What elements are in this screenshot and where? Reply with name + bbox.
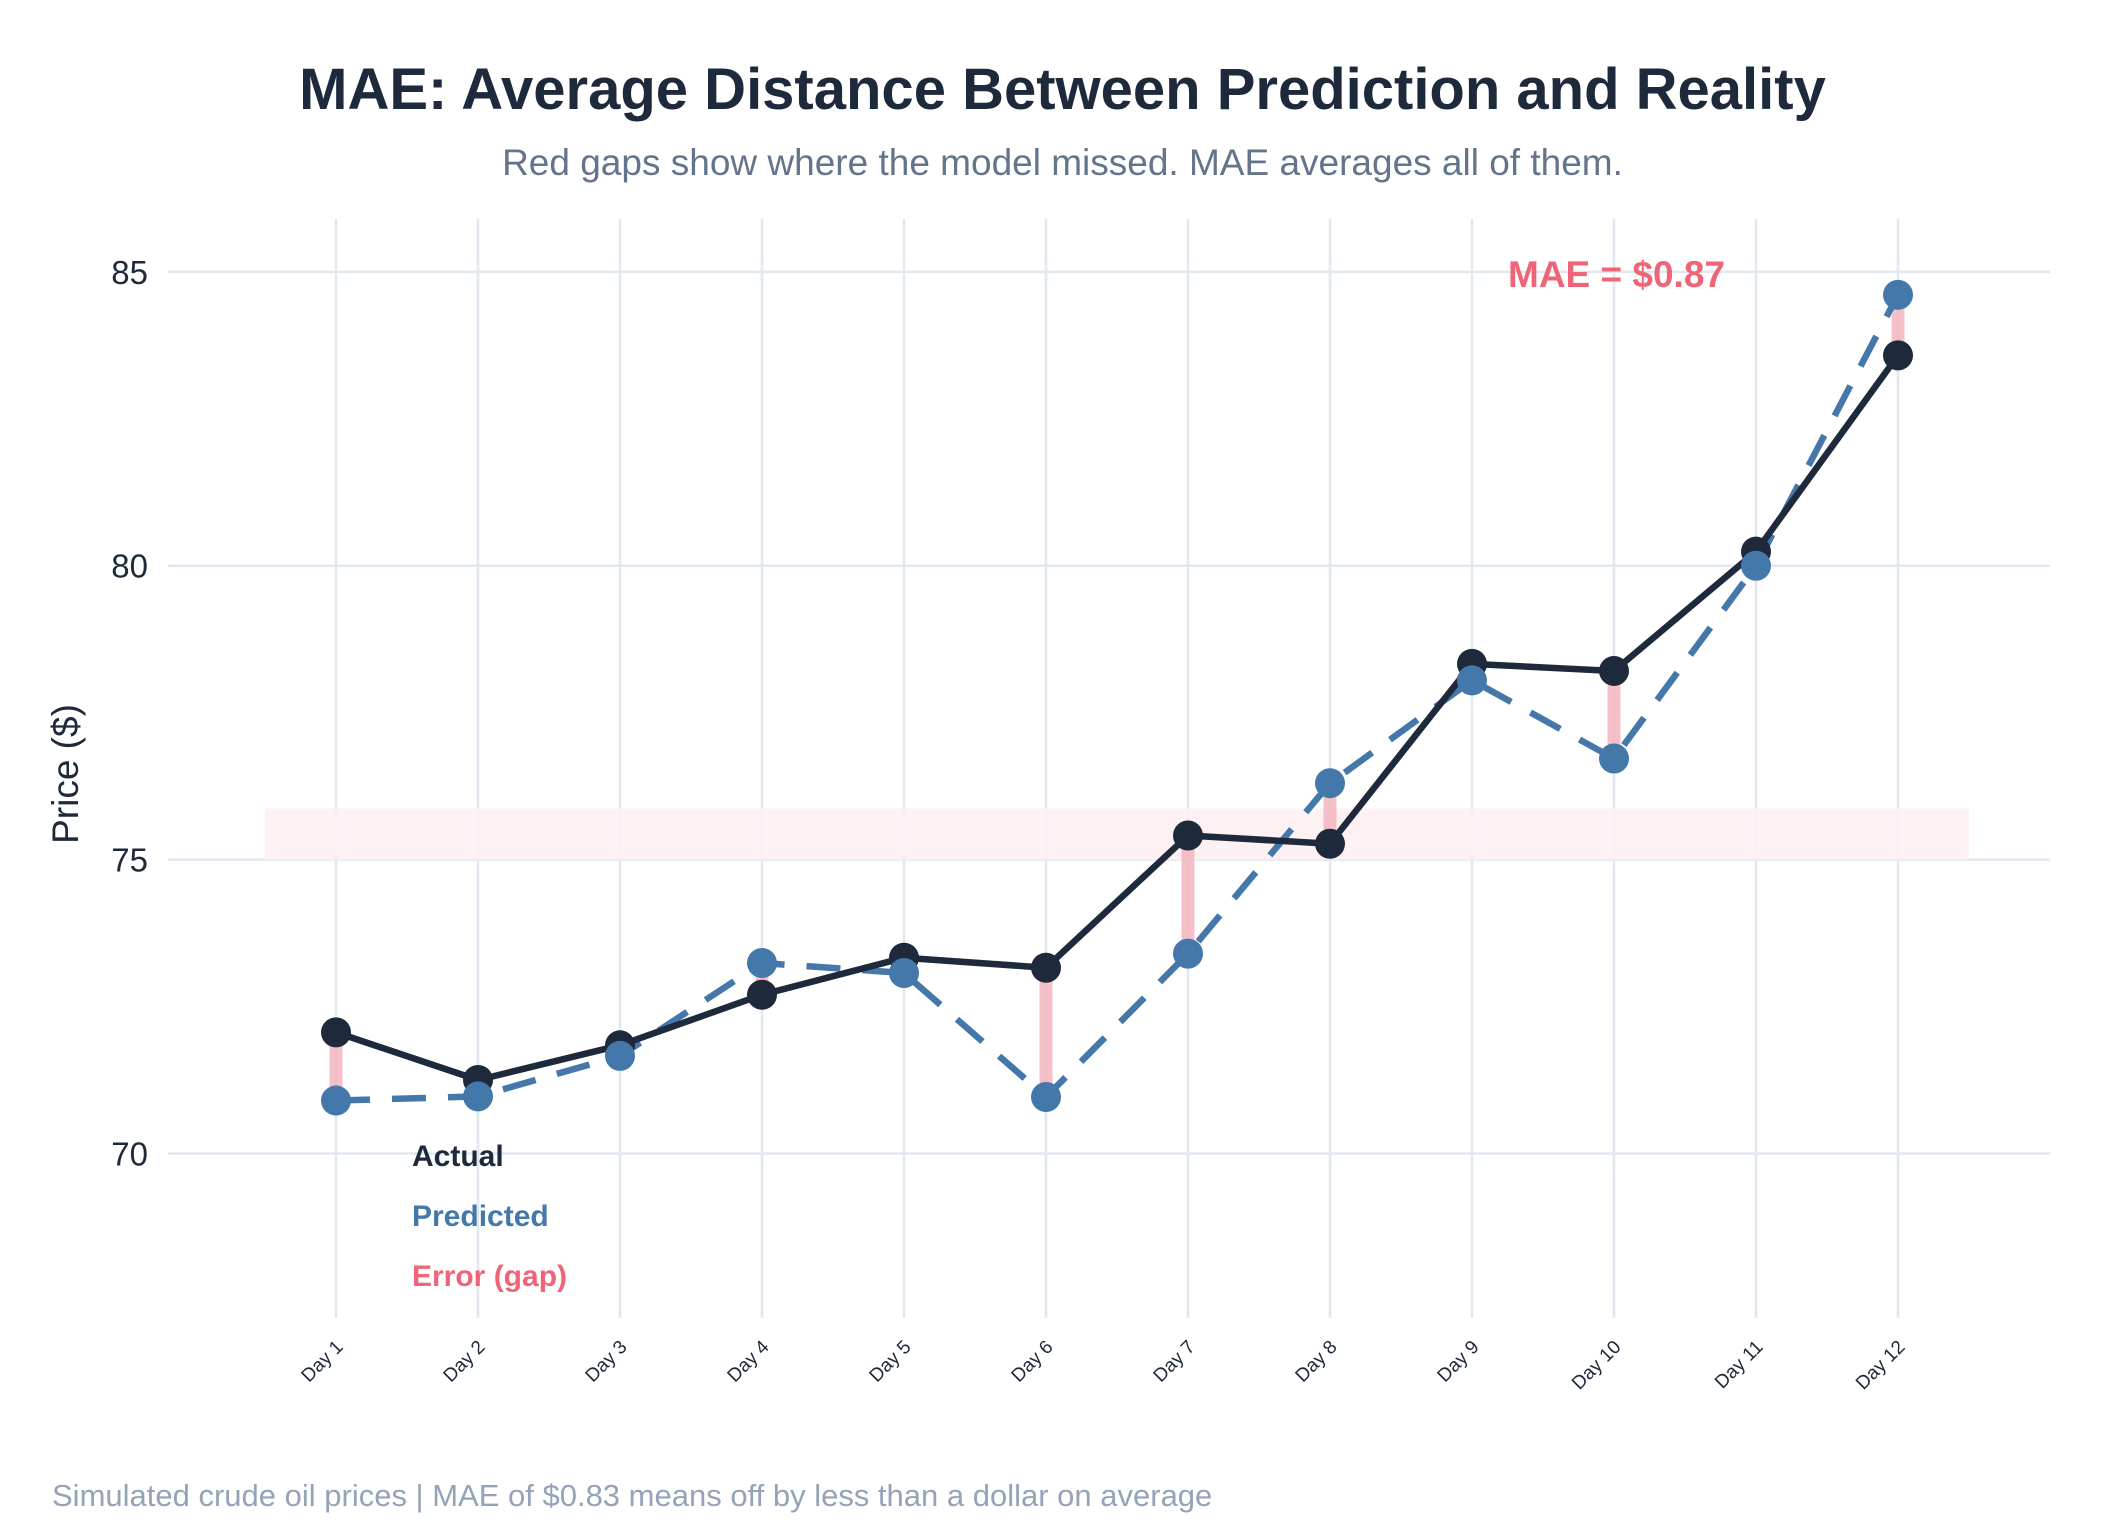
predicted-point — [1599, 743, 1629, 774]
y-axis: 70 75 80 85 — [111, 254, 148, 1173]
actual-point — [1883, 340, 1913, 371]
predicted-point — [321, 1085, 351, 1116]
y-axis-label: Price ($) — [45, 704, 86, 844]
predicted-point — [1315, 768, 1345, 799]
legend-entry: Error (gap) — [412, 1260, 567, 1293]
y-tick-label: 75 — [111, 842, 148, 879]
predicted-point — [1173, 938, 1203, 969]
x-tick-label: Day 6 — [1008, 1337, 1058, 1387]
x-tick-label: Day 1 — [298, 1337, 348, 1387]
chart-title: MAE: Average Distance Between Prediction… — [299, 57, 1826, 122]
actual-point — [321, 1017, 351, 1048]
predicted-line — [335, 293, 1901, 1104]
x-tick-label: Day 4 — [724, 1336, 774, 1386]
actual-point — [747, 979, 777, 1010]
x-tick-label: Day 10 — [1568, 1337, 1625, 1394]
x-tick-label: Day 11 — [1711, 1337, 1767, 1393]
predicted-point — [1883, 279, 1913, 310]
x-tick-label: Day 2 — [440, 1337, 490, 1387]
chart-subtitle: Red gaps show where the model missed. MA… — [502, 142, 1623, 183]
x-tick-label: Day 12 — [1852, 1337, 1909, 1394]
x-axis: Day 1 Day 2 Day 3 Day 4 Day 5 Day 6 Day 7 Day 8… — [298, 1336, 1910, 1394]
footnote: Simulated crude oil prices | MAE of $0.8… — [52, 1478, 1213, 1513]
predicted-point — [1031, 1082, 1061, 1113]
x-tick-label: Day 5 — [866, 1337, 916, 1387]
predicted-point — [747, 948, 777, 979]
y-tick-label: 85 — [111, 254, 148, 291]
actual-line — [334, 353, 1901, 1084]
predicted-point — [1457, 665, 1487, 696]
legend-entry: Actual — [412, 1140, 504, 1173]
x-tick-label: Day 3 — [582, 1337, 632, 1387]
legend-entry: Predicted — [412, 1200, 549, 1233]
predicted-point — [1741, 550, 1771, 581]
mae-band-rect — [265, 808, 1969, 860]
actual-point — [1599, 655, 1629, 686]
actual-point — [1173, 820, 1203, 851]
mae-band — [265, 808, 1969, 860]
predicted-point — [605, 1040, 635, 1071]
predicted-point — [889, 958, 919, 989]
y-tick-label: 80 — [111, 548, 148, 585]
series-lines — [334, 293, 1901, 1104]
actual-point — [1031, 952, 1061, 983]
actual-point — [1315, 828, 1345, 859]
legend: Actual Predicted Error (gap) — [412, 1140, 567, 1293]
x-tick-label: Day 8 — [1292, 1337, 1342, 1387]
data-points — [321, 279, 1913, 1116]
y-tick-label: 70 — [111, 1135, 148, 1172]
predicted-point — [463, 1081, 493, 1112]
x-tick-label: Day 7 — [1150, 1337, 1200, 1387]
mae-annotation: MAE = $0.87 — [1508, 254, 1725, 295]
x-tick-label: Day 9 — [1434, 1337, 1484, 1387]
error-gaps — [329, 294, 1905, 1101]
